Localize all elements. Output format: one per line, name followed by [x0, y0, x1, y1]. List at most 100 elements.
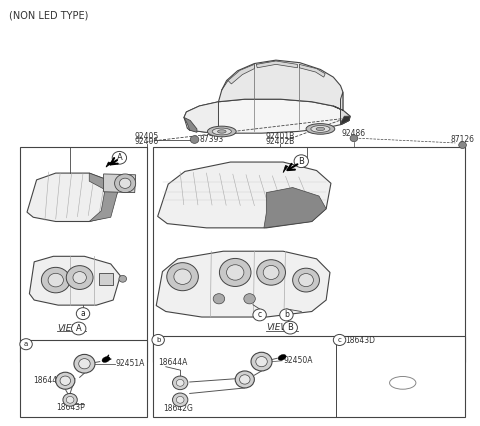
Circle shape	[176, 380, 184, 386]
Circle shape	[244, 294, 255, 304]
Circle shape	[293, 268, 320, 292]
Circle shape	[299, 273, 313, 287]
Text: B: B	[299, 157, 304, 166]
Ellipse shape	[311, 126, 330, 132]
Polygon shape	[228, 64, 254, 84]
Circle shape	[256, 357, 267, 367]
Circle shape	[66, 266, 93, 289]
Circle shape	[167, 263, 198, 291]
Bar	[153, 147, 465, 363]
Circle shape	[176, 397, 184, 403]
Circle shape	[119, 276, 127, 282]
Circle shape	[283, 321, 298, 334]
Polygon shape	[283, 165, 288, 173]
Text: b: b	[156, 337, 160, 343]
Circle shape	[350, 135, 358, 142]
Ellipse shape	[390, 377, 416, 389]
Polygon shape	[333, 92, 350, 125]
Circle shape	[240, 375, 250, 384]
Text: A: A	[76, 324, 82, 333]
Polygon shape	[256, 61, 298, 68]
Text: 18644A: 18644A	[158, 358, 188, 367]
Circle shape	[112, 151, 127, 164]
Circle shape	[219, 259, 251, 286]
Circle shape	[280, 309, 293, 321]
Circle shape	[227, 265, 244, 280]
Text: VIEW: VIEW	[57, 324, 81, 333]
Text: c: c	[337, 337, 341, 343]
Bar	[99, 273, 113, 285]
Ellipse shape	[316, 127, 324, 131]
Circle shape	[20, 339, 32, 350]
Circle shape	[263, 265, 279, 279]
Text: VIEW: VIEW	[266, 323, 290, 332]
Ellipse shape	[207, 126, 236, 137]
Circle shape	[190, 136, 199, 144]
Bar	[20, 340, 147, 417]
Text: 92450A: 92450A	[283, 356, 312, 365]
Circle shape	[174, 269, 191, 285]
Polygon shape	[340, 116, 350, 125]
Circle shape	[76, 308, 90, 320]
Circle shape	[172, 393, 188, 407]
Text: (NON LED TYPE): (NON LED TYPE)	[9, 10, 89, 20]
Bar	[153, 336, 465, 417]
Circle shape	[73, 272, 86, 283]
Polygon shape	[184, 118, 197, 132]
Polygon shape	[300, 64, 325, 77]
Text: 92451A: 92451A	[116, 359, 145, 368]
Ellipse shape	[306, 124, 335, 134]
Polygon shape	[264, 187, 326, 228]
Text: 92406: 92406	[134, 137, 159, 146]
Polygon shape	[29, 256, 120, 305]
Polygon shape	[89, 173, 118, 222]
Text: 18643P: 18643P	[56, 403, 84, 412]
Circle shape	[459, 142, 467, 148]
Polygon shape	[156, 251, 330, 317]
Text: a: a	[24, 341, 28, 347]
Text: c: c	[258, 311, 262, 320]
Circle shape	[120, 178, 131, 188]
Ellipse shape	[212, 128, 231, 135]
Polygon shape	[104, 174, 136, 193]
Circle shape	[115, 174, 136, 193]
Text: A: A	[117, 153, 122, 162]
Circle shape	[48, 273, 63, 287]
Text: 18644A: 18644A	[33, 376, 62, 385]
Text: 18643D: 18643D	[345, 336, 375, 345]
Circle shape	[213, 294, 225, 304]
Polygon shape	[106, 162, 112, 167]
Circle shape	[257, 260, 286, 285]
Ellipse shape	[102, 357, 110, 363]
Text: b: b	[284, 311, 289, 320]
Polygon shape	[218, 60, 343, 110]
Polygon shape	[184, 99, 350, 133]
Polygon shape	[27, 173, 118, 222]
Circle shape	[333, 334, 346, 345]
Circle shape	[79, 359, 90, 369]
Circle shape	[235, 371, 254, 388]
Circle shape	[152, 334, 164, 345]
Ellipse shape	[217, 130, 226, 133]
Circle shape	[41, 268, 70, 293]
Text: 92405: 92405	[134, 132, 159, 141]
Text: a: a	[81, 309, 85, 318]
Circle shape	[63, 394, 77, 406]
Circle shape	[251, 352, 272, 371]
Text: 92486: 92486	[342, 129, 366, 138]
Circle shape	[72, 322, 86, 335]
Circle shape	[172, 376, 188, 390]
Circle shape	[60, 376, 71, 386]
Polygon shape	[157, 162, 331, 228]
Ellipse shape	[278, 354, 286, 360]
Bar	[20, 147, 147, 363]
Text: 18642G: 18642G	[163, 404, 193, 413]
Text: 92401B: 92401B	[265, 132, 295, 141]
Text: 92402B: 92402B	[265, 137, 295, 146]
Circle shape	[294, 155, 309, 167]
Circle shape	[253, 309, 266, 321]
Text: 87393: 87393	[199, 135, 224, 144]
Text: B: B	[288, 323, 293, 332]
Circle shape	[56, 372, 75, 389]
Polygon shape	[184, 102, 218, 133]
